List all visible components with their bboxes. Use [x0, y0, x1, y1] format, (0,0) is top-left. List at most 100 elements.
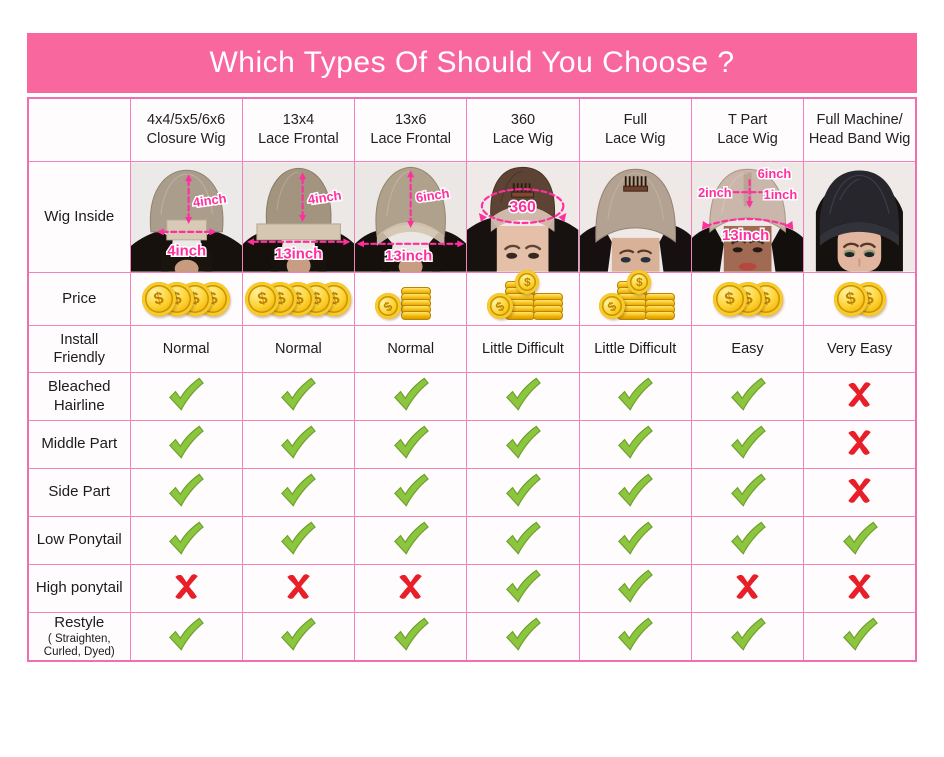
check-icon: [129, 612, 243, 662]
wig-photo-cell: 360: [466, 161, 580, 273]
column-header-360: 360 Lace Wig: [466, 97, 580, 162]
green-check-glyph: [618, 377, 654, 411]
green-check-glyph: [730, 521, 766, 555]
feature-row: High ponytail: [27, 564, 917, 613]
cross-icon: [803, 420, 917, 469]
feature-row: Side Part: [27, 468, 917, 517]
green-check-glyph: [506, 617, 541, 651]
column-header-closure: 4x4/5x5/6x6 Closure Wig: [129, 97, 243, 162]
column-header-line: 4x4/5x5/6x6: [147, 112, 226, 129]
coin-edge: [645, 311, 676, 320]
price-cell: $: [354, 272, 468, 326]
gold-coin-icon: $: [833, 282, 868, 316]
install-value: Little Difficult: [466, 325, 580, 373]
green-check-glyph: [169, 425, 205, 459]
feature-row: Bleached Hairline: [27, 372, 917, 421]
row-label: Low Ponytail: [27, 516, 131, 565]
wig-inside-photo-headband: [804, 162, 915, 272]
green-check-glyph: [281, 377, 317, 411]
column-header-line: Lace Wig: [717, 131, 778, 147]
check-icon: [129, 516, 243, 565]
install-value: Very Easy: [803, 325, 917, 373]
wig-inside-photo-closure: 4inch 4inch: [130, 162, 242, 272]
check-icon: [241, 372, 356, 421]
column-header-line: Lace Wig: [492, 131, 554, 147]
wig-photo-cell: 4inch 4inch: [129, 161, 243, 273]
green-check-glyph: [169, 377, 205, 411]
red-cross-glyph: [174, 573, 198, 599]
row-label: High ponytail: [27, 564, 131, 613]
wig-inside-photo-360: 360: [467, 162, 579, 272]
price-cell: $ $ $ $: [129, 272, 243, 326]
price-cell: $ $ $: [690, 272, 805, 326]
price-coins: $ $: [804, 282, 915, 316]
price-cell: $ $: [578, 267, 692, 326]
page-title-banner: Which Types Of Should You Choose ?: [27, 33, 917, 93]
green-check-glyph: [393, 473, 429, 507]
green-check-glyph: [393, 425, 429, 459]
check-icon: [466, 612, 580, 662]
coin-pile: [400, 287, 431, 320]
column-header-line: Closure Wig: [146, 131, 226, 147]
green-check-glyph: [618, 521, 654, 555]
check-icon: [129, 420, 243, 469]
install-friendly-row: Install Friendly Normal Normal Normal Li…: [27, 325, 917, 373]
price-coin-stack: $: [370, 275, 451, 324]
green-check-glyph: [618, 425, 654, 459]
row-label: Bleached Hairline: [27, 372, 131, 421]
green-check-glyph: [730, 617, 766, 651]
coin-pile: [645, 293, 676, 320]
row-label: Restyle( Straighten, Curled, Dyed): [27, 612, 131, 662]
green-check-glyph: [506, 425, 541, 459]
price-coins: $ $ $ $ $: [243, 282, 354, 316]
cross-icon: [803, 372, 917, 421]
wig-inside-photo-13x4-frontal: 4inch 13inch: [242, 162, 355, 272]
green-check-glyph: [618, 473, 654, 507]
check-icon: [354, 372, 468, 421]
row-label-install-friendly: Install Friendly: [27, 325, 131, 373]
gold-coin-icon: $: [712, 282, 747, 316]
row-label: Middle Part: [27, 420, 131, 469]
check-icon: [466, 372, 580, 421]
measurement-label: 2inch: [698, 185, 732, 200]
wig-inside-photo-t-part: 6inch 2inch 1inch 13inch: [691, 162, 804, 272]
row-label-wig-inside: Wig Inside: [27, 161, 131, 273]
check-icon: [690, 372, 805, 421]
wig-comb: [511, 183, 535, 198]
check-icon: [354, 516, 468, 565]
install-value: Normal: [354, 325, 468, 373]
column-header-line: Lace Frontal: [370, 131, 451, 147]
check-icon: [129, 372, 243, 421]
measurement-label: 13inch: [722, 228, 769, 244]
coin-edge: [532, 311, 563, 320]
measurement-label: 6inch: [415, 186, 451, 206]
check-icon: [578, 420, 692, 469]
price-coins: $ $ $: [692, 282, 803, 316]
install-value: Normal: [129, 325, 243, 373]
install-value: Easy: [690, 325, 805, 373]
green-check-glyph: [842, 521, 878, 555]
price-coin-stack: $ $: [595, 267, 676, 324]
column-header-13x6: 13x6 Lace Frontal: [354, 97, 468, 162]
check-icon: [578, 516, 692, 565]
check-icon: [578, 372, 692, 421]
wig-photo-cell: 6inch 2inch 1inch 13inch: [690, 161, 805, 273]
column-header-line: Lace Wig: [605, 131, 666, 147]
check-icon: [354, 612, 468, 662]
green-check-glyph: [169, 521, 205, 555]
check-icon: [241, 420, 356, 469]
column-header-line: Lace Frontal: [258, 131, 339, 147]
price-cell: $ $: [466, 267, 580, 326]
wig-comparison-table: 4x4/5x5/6x6 Closure Wig 13x4 Lace Fronta…: [27, 97, 917, 662]
check-icon: [578, 612, 692, 662]
coin-pile: [532, 293, 563, 320]
check-icon: [241, 516, 356, 565]
wig-photo-cell: [803, 161, 917, 273]
measurement-label: 13inch: [275, 247, 322, 263]
measurement-label: 360: [510, 199, 537, 216]
green-check-glyph: [169, 473, 205, 507]
price-cell: $ $: [803, 272, 917, 326]
wig-comb: [622, 176, 648, 192]
row-label: Side Part: [27, 468, 131, 517]
red-cross-glyph: [848, 429, 871, 455]
